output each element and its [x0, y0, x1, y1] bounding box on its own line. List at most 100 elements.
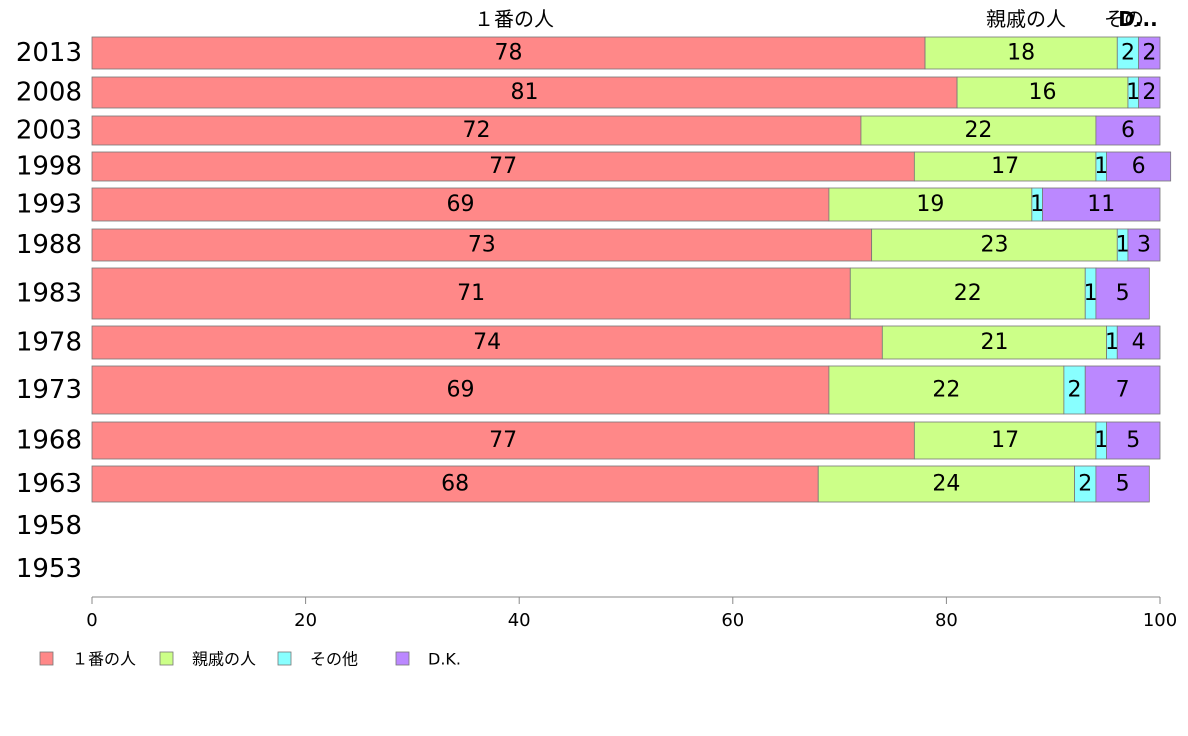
bar-value-label: 17 — [991, 154, 1019, 179]
top-series-label: １番の人 — [474, 7, 554, 31]
bar-row-2003: 2003 72 22 6 — [16, 115, 1161, 146]
year-label: 2013 — [16, 38, 82, 68]
legend-item: 親戚の人 — [159, 650, 256, 669]
bar-value-label: 1 — [1094, 428, 1108, 453]
bar-value-label: 69 — [446, 378, 474, 403]
bar-segment-1983-1 — [849, 267, 1086, 320]
bar-value-label: 71 — [457, 281, 485, 306]
x-tick-label: 40 — [508, 610, 531, 631]
year-label: 1973 — [16, 375, 82, 405]
year-label: 2008 — [16, 78, 82, 108]
bar-row-1983: 1983 71 22 1 5 — [16, 267, 1150, 320]
year-label: 1978 — [16, 328, 82, 358]
legend-swatch — [39, 651, 54, 666]
bar-value-label: 4 — [1132, 330, 1146, 355]
bar-value-label: 7 — [1116, 378, 1130, 403]
bar-row-1953: 1953 — [16, 554, 82, 584]
bar-value-label: 1 — [1030, 192, 1044, 217]
bar-row-1958: 1958 — [16, 511, 82, 541]
bar-value-label: 2 — [1068, 378, 1082, 403]
bar-value-label: 18 — [1007, 41, 1035, 66]
bar-value-label: 81 — [511, 80, 539, 105]
bar-row-2008: 2008 81 16 1 2 — [16, 76, 1161, 109]
bar-row-1968: 1968 77 17 1 5 — [16, 421, 1161, 460]
bar-value-label: 68 — [441, 472, 469, 497]
top-series-label: その — [1104, 7, 1144, 31]
legend-item: １番の人 — [39, 650, 136, 669]
bar-value-label: 73 — [468, 233, 496, 258]
year-label: 1983 — [16, 279, 82, 309]
top-series-label: D... — [1118, 7, 1157, 31]
bar-value-label: 77 — [489, 154, 517, 179]
year-label: 1968 — [16, 426, 82, 456]
legend-label: １番の人 — [72, 650, 136, 669]
bar-value-label: 1 — [1105, 330, 1119, 355]
bar-segment-1993-0 — [91, 187, 830, 222]
bar-value-label: 2 — [1142, 41, 1156, 66]
bar-segment-1963-0 — [91, 465, 819, 503]
year-label: 2003 — [16, 116, 82, 146]
bar-row-1963: 1963 68 24 2 5 — [16, 465, 1150, 503]
bar-value-label: 74 — [473, 330, 501, 355]
bar-value-label: 1 — [1126, 80, 1140, 105]
bar-value-label: 6 — [1121, 118, 1135, 143]
year-label: 1988 — [16, 230, 82, 260]
bar-value-label: 24 — [932, 472, 960, 497]
bar-row-1993: 1993 69 19 1 11 — [16, 187, 1161, 222]
bar-row-2013: 2013 78 18 2 2 — [16, 36, 1161, 70]
year-label: 1998 — [16, 152, 82, 182]
x-tick-label: 20 — [294, 610, 317, 631]
bar-value-label: 6 — [1132, 154, 1146, 179]
legend-label: D.K. — [428, 650, 461, 669]
bar-value-label: 3 — [1137, 233, 1151, 258]
bar-segment-1968-3 — [1106, 421, 1161, 460]
bar-segment-2008-3 — [1138, 76, 1161, 109]
bar-value-label: 5 — [1116, 472, 1130, 497]
legend-label: 親戚の人 — [192, 650, 256, 669]
bar-value-label: 5 — [1116, 281, 1130, 306]
bar-value-label: 5 — [1126, 428, 1140, 453]
legend-label: その他 — [310, 650, 358, 669]
bar-value-label: 2 — [1121, 41, 1135, 66]
bar-row-1988: 1988 73 23 1 3 — [16, 228, 1161, 262]
x-axis: 0 20 40 60 80 100 — [86, 596, 1177, 631]
bar-segment-1983-0 — [91, 267, 851, 320]
bar-segment-1993-3 — [1042, 187, 1161, 222]
x-tick-label: 80 — [935, 610, 958, 631]
bar-value-label: 1 — [1094, 154, 1108, 179]
bar-value-label: 22 — [932, 378, 960, 403]
top-series-label: 親戚の人 — [986, 7, 1066, 31]
bar-value-label: 17 — [991, 428, 1019, 453]
bar-value-label: 2 — [1142, 80, 1156, 105]
bar-value-label: 72 — [462, 118, 490, 143]
year-label: 1958 — [16, 511, 82, 541]
legend-swatch — [277, 651, 292, 666]
bar-value-label: 23 — [980, 233, 1008, 258]
bar-row-1973: 1973 69 22 2 7 — [16, 365, 1161, 415]
bar-value-label: 22 — [964, 118, 992, 143]
bar-segment-1978-3 — [1116, 325, 1161, 360]
legend-swatch — [395, 651, 410, 666]
bar-segment-2008-0 — [91, 76, 958, 109]
bar-segment-1993-1 — [828, 187, 1033, 222]
x-tick-label: 60 — [721, 610, 744, 631]
legend-item: D.K. — [395, 650, 461, 669]
legend-item: その他 — [277, 650, 358, 669]
legend-swatch — [159, 651, 174, 666]
bar-segment-2013-1 — [924, 36, 1118, 70]
bar-value-label: 1 — [1116, 233, 1130, 258]
year-label: 1963 — [16, 469, 82, 499]
bar-value-label: 19 — [916, 192, 944, 217]
bar-segment-1963-3 — [1095, 465, 1150, 503]
bar-value-label: 2 — [1078, 472, 1092, 497]
x-tick-label: 0 — [86, 610, 97, 631]
top-series-labels: １番の人 親戚の人 そのD... — [474, 7, 1158, 31]
year-label: 1953 — [16, 554, 82, 584]
bar-segment-1973-3 — [1084, 365, 1161, 415]
bar-row-1998: 1998 77 17 1 6 — [16, 152, 1172, 182]
bar-segment-1988-3 — [1127, 228, 1161, 262]
bar-segment-1983-3 — [1095, 267, 1150, 320]
bar-segment-2003-3 — [1095, 115, 1161, 146]
